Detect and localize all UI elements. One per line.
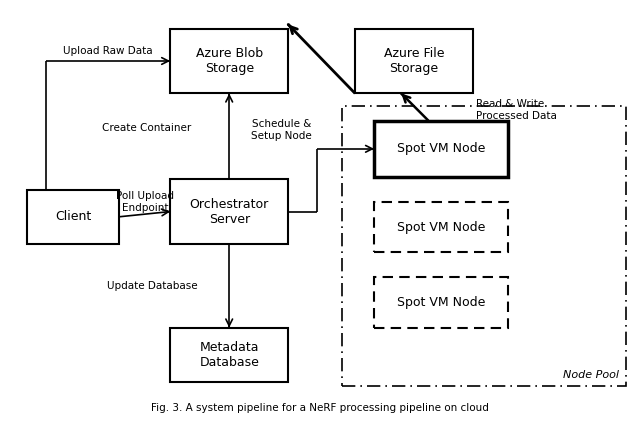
Text: Orchestrator
Server: Orchestrator Server bbox=[189, 197, 269, 226]
FancyBboxPatch shape bbox=[170, 179, 288, 244]
Text: Read & Write
Processed Data: Read & Write Processed Data bbox=[476, 99, 557, 121]
Text: Azure File
Storage: Azure File Storage bbox=[384, 47, 444, 75]
Text: Spot VM Node: Spot VM Node bbox=[397, 296, 485, 309]
FancyBboxPatch shape bbox=[374, 202, 508, 252]
FancyBboxPatch shape bbox=[355, 29, 473, 93]
Text: Update Database: Update Database bbox=[108, 281, 198, 291]
Text: Upload Raw Data: Upload Raw Data bbox=[63, 45, 153, 56]
FancyBboxPatch shape bbox=[342, 106, 626, 386]
FancyBboxPatch shape bbox=[374, 120, 508, 177]
FancyBboxPatch shape bbox=[374, 277, 508, 328]
FancyBboxPatch shape bbox=[170, 29, 288, 93]
FancyBboxPatch shape bbox=[27, 189, 119, 244]
Text: Fig. 3. A system pipeline for a NeRF processing pipeline on cloud: Fig. 3. A system pipeline for a NeRF pro… bbox=[151, 402, 489, 413]
Text: Node Pool: Node Pool bbox=[563, 370, 620, 380]
Text: Metadata
Database: Metadata Database bbox=[199, 341, 259, 369]
FancyBboxPatch shape bbox=[170, 328, 288, 382]
Text: Poll Upload
Endpoint: Poll Upload Endpoint bbox=[116, 191, 174, 213]
Text: Client: Client bbox=[55, 210, 92, 223]
Text: Schedule &
Setup Node: Schedule & Setup Node bbox=[252, 119, 312, 141]
Text: Spot VM Node: Spot VM Node bbox=[397, 221, 485, 234]
Text: Azure Blob
Storage: Azure Blob Storage bbox=[196, 47, 263, 75]
Text: Create Container: Create Container bbox=[102, 123, 191, 133]
Text: Spot VM Node: Spot VM Node bbox=[397, 142, 485, 155]
